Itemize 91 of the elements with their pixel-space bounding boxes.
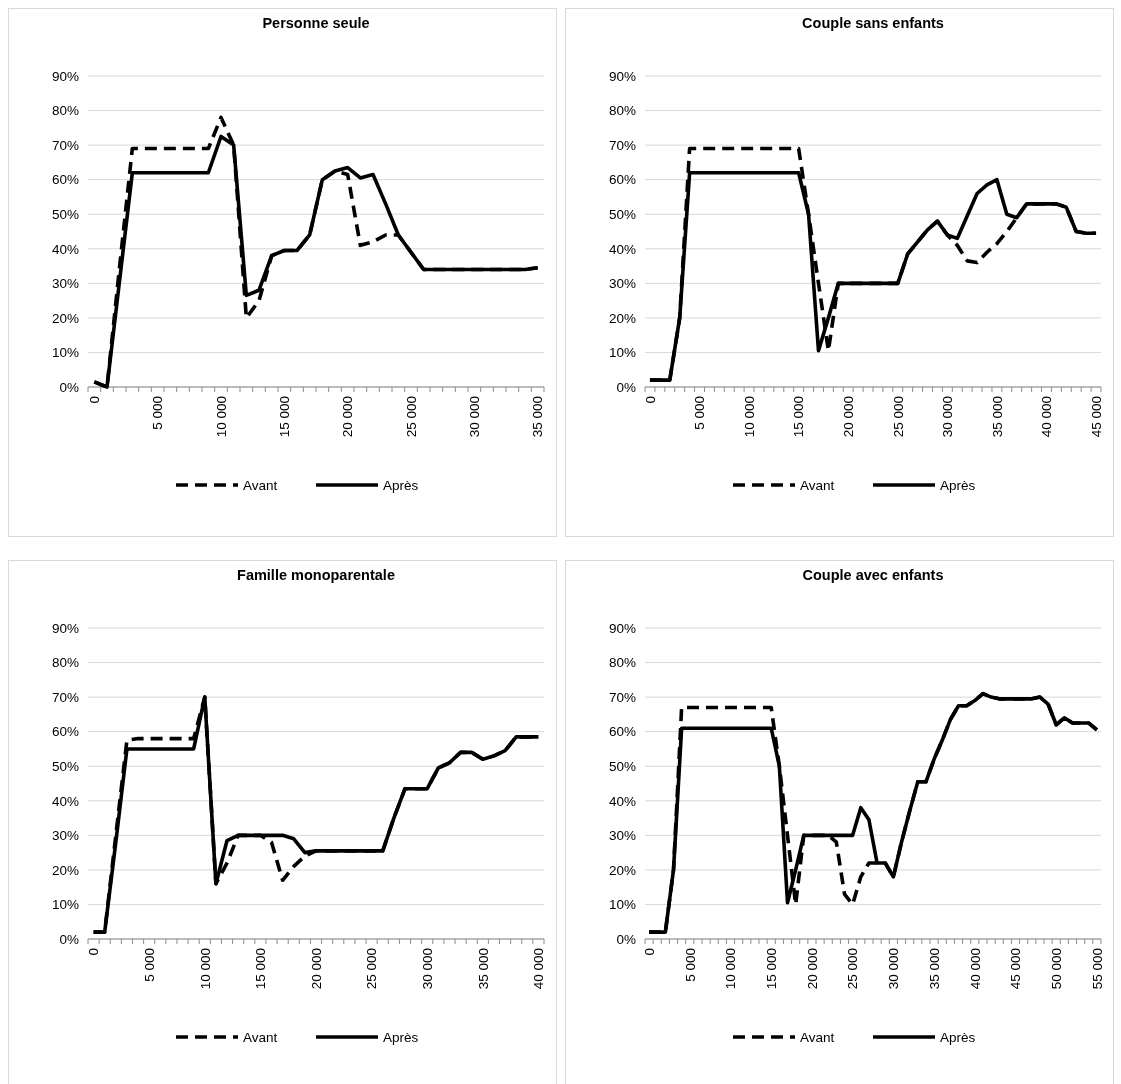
chart-title: Couple sans enfants [802, 15, 944, 31]
chart-title: Couple avec enfants [802, 567, 944, 583]
y-tick-label: 30% [51, 828, 79, 844]
x-tick-label: 25 000 [845, 948, 861, 990]
x-tick-label: 5 000 [682, 948, 698, 982]
x-tick-label: 0 [87, 396, 103, 404]
y-tick-label: 90% [608, 68, 636, 84]
x-tick-label: 30 000 [419, 948, 435, 990]
y-tick-label: 50% [608, 206, 636, 222]
x-tick-label: 25 000 [364, 948, 380, 990]
x-tick-label: 10 000 [213, 396, 229, 438]
y-tick-label: 40% [51, 793, 79, 809]
x-tick-label: 50 000 [1048, 948, 1064, 990]
x-tick-label: 45 000 [1008, 948, 1024, 990]
y-tick-label: 40% [608, 793, 636, 809]
y-tick-label: 90% [51, 68, 79, 84]
y-tick-label: 30% [608, 276, 636, 292]
legend-label: Après [383, 1029, 419, 1045]
x-tick-label: 45 000 [1088, 396, 1104, 438]
y-tick-label: 20% [608, 310, 636, 326]
y-tick-label: 10% [608, 345, 636, 361]
chart-title: Personne seule [262, 15, 370, 31]
y-tick-label: 70% [51, 689, 79, 705]
x-tick-label: 0 [642, 396, 658, 404]
x-tick-label: 25 000 [890, 396, 906, 438]
legend-label: Avant [243, 1029, 278, 1045]
x-tick-label: 0 [641, 948, 657, 956]
y-tick-label: 80% [608, 655, 636, 671]
y-tick-label: 50% [51, 758, 79, 774]
x-tick-label: 15 000 [253, 948, 269, 990]
chart-title: Famille monoparentale [237, 567, 395, 583]
x-tick-label: 30 000 [467, 396, 483, 438]
x-tick-label: 20 000 [308, 948, 324, 990]
x-tick-label: 30 000 [940, 396, 956, 438]
y-tick-label: 90% [51, 620, 79, 636]
y-tick-label: 0% [59, 379, 79, 395]
y-tick-label: 60% [51, 724, 79, 740]
x-tick-label: 5 000 [141, 948, 157, 982]
x-tick-label: 35 000 [926, 948, 942, 990]
legend-label: Après [940, 1029, 976, 1045]
x-tick-label: 10 000 [197, 948, 213, 990]
y-tick-label: 10% [51, 345, 79, 361]
y-tick-label: 40% [51, 241, 79, 257]
x-tick-label: 5 000 [692, 396, 708, 430]
legend-label: Avant [800, 477, 835, 493]
x-tick-label: 20 000 [840, 396, 856, 438]
y-tick-label: 80% [51, 655, 79, 671]
y-tick-label: 10% [51, 897, 79, 913]
x-tick-label: 35 000 [530, 396, 546, 438]
x-tick-label: 20 000 [340, 396, 356, 438]
x-tick-label: 20 000 [804, 948, 820, 990]
y-tick-label: 0% [616, 379, 636, 395]
y-tick-label: 70% [608, 689, 636, 705]
x-tick-label: 35 000 [475, 948, 491, 990]
x-tick-label: 15 000 [277, 396, 293, 438]
x-tick-label: 0 [86, 948, 102, 956]
y-tick-label: 60% [608, 724, 636, 740]
y-tick-label: 60% [608, 172, 636, 188]
x-tick-label: 15 000 [763, 948, 779, 990]
y-tick-label: 20% [608, 862, 636, 878]
y-tick-label: 0% [616, 931, 636, 947]
legend-label: Avant [243, 477, 278, 493]
x-tick-label: 35 000 [989, 396, 1005, 438]
y-tick-label: 0% [59, 931, 79, 947]
x-tick-label: 40 000 [1039, 396, 1055, 438]
y-tick-label: 30% [51, 276, 79, 292]
y-tick-label: 30% [608, 828, 636, 844]
y-tick-label: 40% [608, 241, 636, 257]
y-tick-label: 80% [608, 103, 636, 119]
y-tick-label: 50% [51, 206, 79, 222]
y-tick-label: 20% [51, 310, 79, 326]
y-tick-label: 90% [608, 620, 636, 636]
y-tick-label: 10% [608, 897, 636, 913]
y-tick-label: 80% [51, 103, 79, 119]
x-tick-label: 40 000 [531, 948, 547, 990]
x-tick-label: 15 000 [791, 396, 807, 438]
x-tick-label: 25 000 [403, 396, 419, 438]
x-tick-label: 55 000 [1089, 948, 1105, 990]
x-tick-label: 40 000 [967, 948, 983, 990]
x-tick-label: 10 000 [741, 396, 757, 438]
legend-label: Après [383, 477, 419, 493]
x-tick-label: 5 000 [150, 396, 166, 430]
x-tick-label: 30 000 [886, 948, 902, 990]
y-tick-label: 70% [51, 137, 79, 153]
y-tick-label: 20% [51, 862, 79, 878]
legend-label: Après [940, 477, 976, 493]
y-tick-label: 60% [51, 172, 79, 188]
legend-label: Avant [800, 1029, 835, 1045]
y-tick-label: 70% [608, 137, 636, 153]
x-tick-label: 10 000 [723, 948, 739, 990]
y-tick-label: 50% [608, 758, 636, 774]
